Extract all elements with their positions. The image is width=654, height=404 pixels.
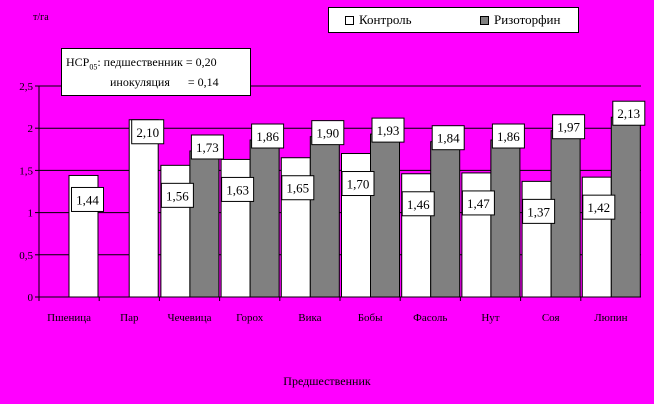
x-axis-title: Предшественник [283,374,371,388]
y-tick-label: 2 [28,123,34,135]
bar-treatment [370,133,400,298]
data-label-control-box [131,119,165,145]
data-label-treatment: 1,93 [377,123,400,138]
data-label-control: 1,47 [467,196,490,211]
x-tick-label: Нут [481,312,499,324]
data-label-treatment: 1,86 [256,129,279,144]
data-label-treatment: 1,84 [437,131,460,146]
legend-swatch-treatment [480,16,489,25]
data-label-control-box [71,186,104,212]
bar-treatment [430,141,461,298]
x-tick-label: Бобы [358,312,383,324]
y-tick-label: 1,5 [19,165,33,177]
x-tick-label: Чечевица [167,312,211,324]
data-label-control-box [582,194,616,220]
data-label-treatment-box [311,120,345,146]
y-tick-label: 2,5 [19,81,33,93]
data-label-treatment: 1,86 [497,129,520,144]
lsd-note-line-2: инокуляция = 0,14 [110,75,219,89]
data-label-treatment-box [190,134,224,160]
lsd-note-box: НСР05: педшественник = 0,20 инокуляция =… [61,48,251,96]
bar-treatment [249,139,280,298]
data-label-treatment: 1,97 [557,120,580,135]
x-tick-label: Люпин [594,312,627,324]
data-label-control-box [401,191,435,217]
data-label-control: 1,65 [286,181,309,196]
data-label-control-box [522,198,556,224]
x-tick-label: Соя [542,312,560,324]
x-tick-label: Фасоль [413,312,447,324]
y-tick-label: 0,5 [19,250,33,262]
data-label-control-box [160,182,194,208]
legend-label-control: Контроль [359,12,412,27]
legend-label-treatment: Ризоторфин [494,12,561,27]
data-label-treatment-box [431,125,465,151]
bar-treatment [490,139,521,298]
bar-control [128,119,159,298]
data-label-control-box [461,190,495,216]
data-label-treatment-box [371,117,405,143]
x-tick-label: Пшеница [47,312,91,324]
data-label-control: 1,46 [407,197,430,212]
y-axis-unit-label: т/га [33,12,49,23]
data-label-treatment: 1,73 [196,140,219,155]
data-label-control: 1,63 [226,182,249,197]
data-label-treatment-box [491,123,525,149]
bar-treatment [550,130,581,298]
legend-swatch-control [345,16,354,25]
data-label-control-box [281,175,315,201]
data-label-control: 2,10 [136,125,159,140]
data-label-control-box [341,171,375,197]
data-label-treatment-box [552,114,586,140]
bar-control [521,180,552,298]
x-tick-label: Пар [120,312,139,324]
x-tick-label: Горох [236,312,264,324]
data-label-control-box [221,176,255,202]
lsd-note-line-1: НСР05: педшественник = 0,20 [66,55,217,72]
data-label-control: 1,56 [166,188,189,203]
bar-treatment [610,116,641,298]
data-label-treatment-box [612,100,646,126]
legend: Контроль Ризоторфин [328,7,579,33]
data-label-treatment-box [251,123,285,149]
data-label-treatment: 1,90 [316,126,339,141]
bar-treatment [309,136,340,298]
data-label-control: 1,37 [527,204,550,219]
y-tick-label: 1 [28,208,34,220]
bar-treatment [189,150,220,298]
data-label-control: 1,42 [587,200,610,215]
data-label-treatment: 2,13 [617,106,640,121]
data-label-control: 1,44 [76,192,99,207]
x-tick-label: Вика [298,312,321,324]
data-label-control: 1,70 [347,177,370,192]
y-tick-label: 0 [28,292,34,304]
